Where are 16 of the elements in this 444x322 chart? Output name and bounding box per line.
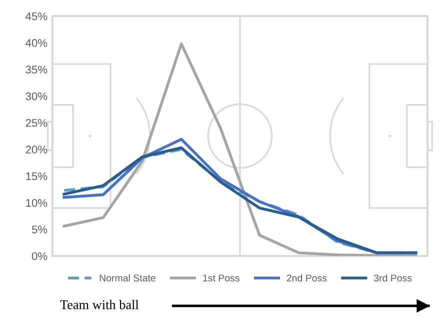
line-series bbox=[62, 42, 418, 256]
legend-label: 1st Poss bbox=[203, 274, 240, 282]
y-tick-label: 40% bbox=[26, 39, 48, 47]
y-tick-label: 15% bbox=[26, 172, 48, 180]
y-tick-label: 5% bbox=[32, 226, 48, 234]
y-tick-label: 45% bbox=[26, 12, 48, 20]
y-tick-label: 0% bbox=[32, 252, 48, 260]
y-tick-label: 25% bbox=[26, 118, 48, 127]
text: Team with ball bbox=[60, 300, 139, 310]
legend-label: 2nd Poss bbox=[286, 274, 327, 282]
y-tick-label: 10% bbox=[26, 198, 48, 207]
y-tick-label: 20% bbox=[26, 146, 48, 154]
legend-label: Normal State bbox=[100, 274, 156, 282]
y-tick-label: 30% bbox=[26, 92, 48, 100]
y-tick-label: 35% bbox=[26, 66, 48, 74]
legend-label: 3rd Poss bbox=[374, 274, 412, 282]
